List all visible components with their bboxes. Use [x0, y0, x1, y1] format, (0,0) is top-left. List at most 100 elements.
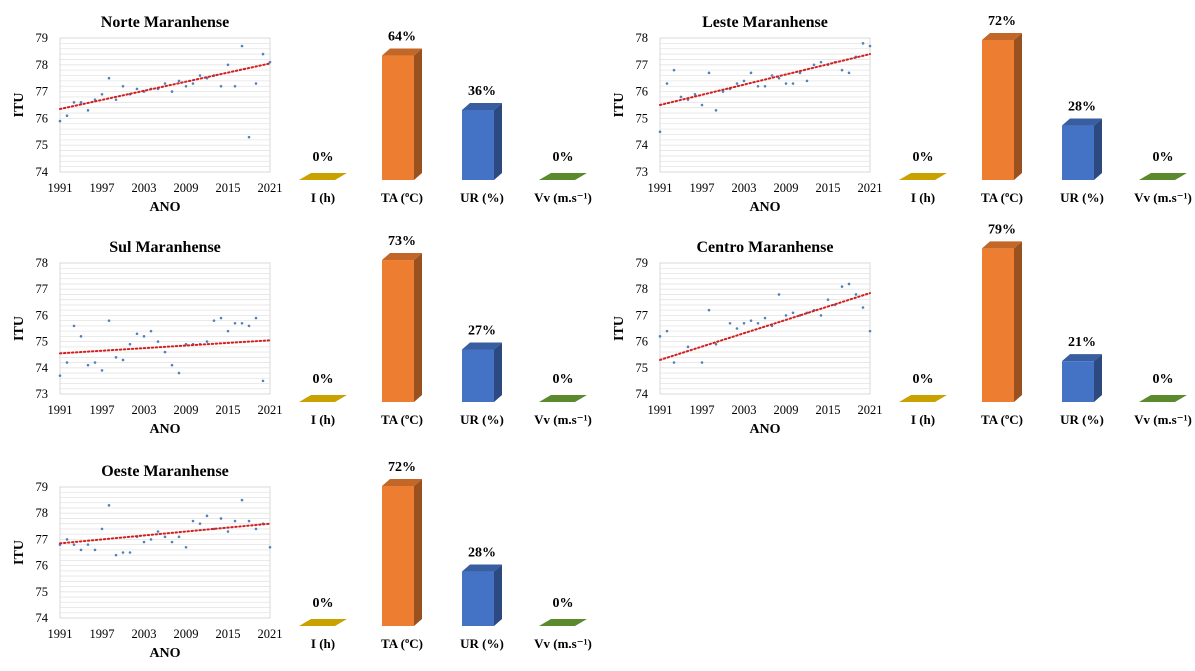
bar-zero [299, 619, 347, 626]
bar-side [494, 564, 502, 626]
bar-front [382, 55, 414, 180]
data-point [268, 60, 272, 64]
plot-area [59, 37, 271, 173]
y-tick-label: 75 [636, 361, 649, 375]
bar-front [1062, 361, 1094, 402]
data-point [86, 109, 90, 112]
data-point [756, 84, 760, 88]
data-point [233, 519, 237, 523]
data-point [749, 319, 753, 322]
data-point [868, 329, 872, 333]
data-point [826, 298, 830, 301]
y-tick-label: 74 [36, 165, 49, 179]
bar-side [494, 103, 502, 180]
data-point [784, 82, 788, 85]
trend-line [59, 522, 271, 545]
y-tick-label: 74 [36, 611, 49, 625]
x-tick-label: 2015 [816, 181, 841, 195]
data-point [254, 527, 258, 531]
data-point [219, 517, 223, 520]
y-tick-label: 77 [36, 532, 49, 546]
bar-zero [899, 173, 947, 180]
scatter-chart-centro: Centro Maranhense 74 75 76 77 78 79 1991 1997 200… [612, 239, 883, 437]
bar-data-label: 64% [388, 30, 416, 45]
bar-chart-leste: 0% I (h) 72% TA (ºC) 28% UR (%) 0% Vv (m.s⁻¹) [899, 14, 1192, 205]
trend-line [59, 62, 271, 111]
bar-front [462, 571, 494, 626]
data-point [819, 314, 823, 317]
y-tick-label: 75 [36, 335, 49, 349]
y-tick-label: 73 [36, 387, 49, 401]
bar-front [462, 110, 494, 180]
data-point [170, 363, 174, 367]
bar-category-label: Vv (m.s⁻¹) [534, 190, 592, 205]
bar-category-label: Vv (m.s⁻¹) [534, 636, 592, 651]
data-point [93, 548, 97, 552]
x-axis-label: ANO [149, 422, 180, 437]
x-tick-label: 2021 [258, 627, 283, 641]
data-point [170, 90, 174, 93]
bar-data-label: 0% [913, 372, 934, 387]
trend-line [659, 53, 871, 106]
bar-side [414, 253, 422, 402]
data-point [135, 332, 139, 336]
y-tick-label: 74 [636, 138, 649, 152]
data-point [240, 498, 244, 502]
data-point [198, 522, 202, 525]
bar-side [1094, 354, 1102, 402]
data-point [254, 82, 258, 85]
data-point [742, 79, 746, 83]
data-point [142, 540, 146, 544]
data-point [72, 324, 76, 328]
data-point [707, 71, 711, 75]
data-point [205, 514, 209, 518]
x-tick-label: 2003 [732, 403, 757, 417]
x-tick-label: 2021 [258, 181, 283, 195]
bar-front [462, 349, 494, 402]
data-point [261, 379, 265, 383]
data-point [721, 90, 725, 93]
bar-top [382, 479, 422, 486]
x-tick-label: 2009 [174, 627, 199, 641]
data-point [819, 60, 823, 64]
data-point [254, 316, 258, 320]
chart-title: Sul Maranhense [109, 239, 221, 256]
y-tick-label: 78 [36, 506, 49, 520]
data-point [240, 44, 244, 48]
bar-category-label: TA (ºC) [981, 412, 1023, 427]
bar-data-label: 0% [553, 372, 574, 387]
data-point [700, 103, 704, 107]
y-tick-label: 76 [36, 308, 49, 322]
data-point [114, 98, 118, 101]
y-axis-label: ITU [12, 93, 27, 118]
data-point [268, 545, 272, 549]
data-point [121, 551, 125, 554]
data-point [163, 82, 167, 85]
data-point [58, 374, 62, 377]
bar-front [1062, 125, 1094, 180]
bar-chart-norte: 0% I (h) 64% TA (ºC) 36% UR (%) 0% Vv (m.s⁻¹) [299, 30, 592, 205]
x-tick-label: 2003 [132, 627, 157, 641]
data-point [798, 71, 802, 75]
data-point [686, 345, 690, 349]
bar-top [982, 241, 1022, 249]
x-tick-label: 2009 [774, 181, 799, 195]
data-point [791, 82, 795, 85]
bar-category-label: TA (ºC) [381, 412, 423, 427]
data-point [163, 535, 167, 539]
data-point [665, 82, 669, 85]
data-point [58, 119, 62, 123]
x-tick-label: 2015 [216, 627, 241, 641]
y-tick-label: 79 [636, 256, 649, 270]
data-point [100, 527, 104, 531]
x-tick-label: 2009 [774, 403, 799, 417]
bar-front [982, 40, 1014, 180]
data-point [756, 321, 760, 325]
data-point [205, 340, 209, 343]
data-point [107, 504, 111, 507]
bar-top [382, 253, 422, 261]
data-point [784, 314, 788, 317]
data-point [777, 76, 781, 80]
data-point [226, 329, 230, 333]
data-point [700, 361, 704, 364]
